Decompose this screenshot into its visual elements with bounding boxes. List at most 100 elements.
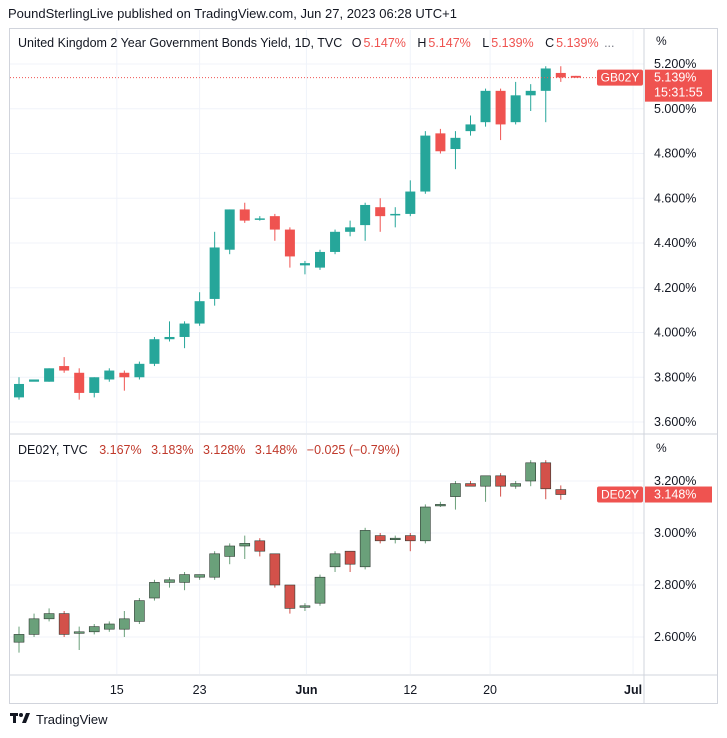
de02y-candle bbox=[73, 626, 85, 650]
gb02y-candle-body bbox=[375, 207, 386, 217]
gb02y-candle bbox=[134, 361, 145, 380]
de02y-candle-body bbox=[525, 462, 537, 482]
de02y-candle-body bbox=[209, 553, 220, 578]
gb02y-candle bbox=[480, 88, 491, 127]
gb02y-last-value: 5.139% bbox=[654, 71, 696, 85]
de02y-candle bbox=[224, 543, 235, 565]
de02y-y-tick-label: 2.800% bbox=[654, 578, 696, 592]
gb02y-y-tick-label: 4.600% bbox=[654, 191, 696, 205]
gb02y-candle-body bbox=[194, 301, 205, 324]
low-label: L bbox=[482, 36, 490, 50]
de02y-candle bbox=[540, 460, 552, 500]
gb02y-candle-body bbox=[465, 124, 476, 132]
de02y-candle bbox=[179, 572, 190, 591]
gb02y-y-tick-label: 5.000% bbox=[654, 102, 696, 116]
gb02y-candle-body bbox=[44, 368, 55, 382]
low-value: 5.139% bbox=[491, 36, 534, 50]
close-value: 5.139% bbox=[556, 36, 599, 50]
de02y-candle bbox=[43, 608, 55, 622]
de02y-low: 3.128% bbox=[202, 443, 246, 457]
gb02y-candle-body bbox=[555, 72, 566, 78]
de02y-candle bbox=[134, 598, 145, 624]
de02y-candle bbox=[58, 611, 70, 637]
de02y-candle-body bbox=[389, 537, 401, 541]
gb02y-legend: United Kingdom 2 Year Government Bonds Y… bbox=[18, 36, 616, 50]
de02y-symbol-tag bbox=[597, 486, 643, 503]
de02y-candle-body bbox=[510, 483, 521, 487]
time-axis: 15 23 Jun 12 20 Jul bbox=[110, 683, 642, 697]
de02y-candle-body bbox=[58, 613, 70, 635]
tradingview-brand: TradingView bbox=[36, 712, 108, 727]
de02y-candle bbox=[104, 621, 115, 632]
de02y-candle bbox=[420, 504, 431, 544]
de02y-candle-body bbox=[104, 623, 115, 630]
publisher-header: PoundSterlingLive published on TradingVi… bbox=[8, 6, 457, 21]
gb02y-candle bbox=[510, 81, 521, 125]
de02y-candle-body bbox=[555, 489, 567, 495]
de02y-candle-body bbox=[13, 634, 25, 643]
de02y-candle bbox=[164, 577, 175, 588]
de02y-candle bbox=[299, 603, 311, 611]
de02y-candle bbox=[389, 535, 401, 544]
gb02y-candle bbox=[209, 231, 220, 306]
gb02y-candle bbox=[435, 128, 446, 154]
gb02y-candle bbox=[555, 66, 566, 82]
de02y-candle-body bbox=[88, 626, 100, 633]
gb02y-candle-body bbox=[345, 227, 356, 232]
gb02y-candle-body bbox=[405, 191, 416, 214]
bottom-unit-label: % bbox=[656, 441, 667, 455]
gb02y-candle bbox=[570, 75, 581, 78]
x-tick-label: 12 bbox=[403, 683, 417, 697]
gb02y-candle-body bbox=[119, 372, 130, 378]
de02y-candle-body bbox=[179, 574, 190, 583]
chart-frame bbox=[9, 28, 718, 704]
gb02y-candle-body bbox=[299, 263, 310, 266]
gb02y-last-value-tag bbox=[645, 69, 712, 102]
de02y-candle bbox=[209, 551, 220, 580]
de02y-candle-body bbox=[73, 631, 85, 634]
de02y-candle bbox=[149, 579, 160, 601]
gb02y-candle-body bbox=[59, 366, 70, 371]
gb02y-candle bbox=[375, 198, 386, 232]
de02y-candle bbox=[555, 485, 567, 500]
gb02y-candle bbox=[194, 292, 205, 326]
gb02y-candle bbox=[450, 131, 461, 170]
gb02y-legend-title: United Kingdom 2 Year Government Bonds Y… bbox=[18, 36, 343, 50]
de02y-candle bbox=[344, 550, 356, 572]
gb02y-candle-body bbox=[29, 379, 40, 382]
de02y-candle bbox=[239, 535, 251, 559]
de02y-candle bbox=[495, 473, 506, 497]
x-tick-label: 20 bbox=[483, 683, 497, 697]
gb02y-candle bbox=[360, 202, 371, 241]
de02y-last-value-tag bbox=[645, 486, 712, 503]
tradingview-footer[interactable]: TradingView bbox=[10, 712, 108, 727]
gb02y-candle-body bbox=[435, 133, 446, 152]
gb02y-candle bbox=[405, 180, 416, 217]
de02y-candle bbox=[28, 613, 40, 637]
gb02y-y-tick-label: 4.000% bbox=[654, 326, 696, 340]
gb02y-candle-body bbox=[269, 216, 280, 230]
gb02y-y-tick-label: 5.200% bbox=[654, 57, 696, 71]
gb02y-symbol-label: GB02Y bbox=[601, 71, 640, 85]
gb02y-candle bbox=[14, 377, 24, 400]
gb02y-y-tick-label: 3.600% bbox=[654, 415, 696, 429]
de02y-candle-body bbox=[224, 545, 235, 557]
gb02y-candle bbox=[525, 84, 536, 111]
gb02y-candle bbox=[89, 377, 100, 398]
top-unit-label: % bbox=[656, 34, 667, 48]
gb02y-candle-body bbox=[209, 247, 220, 299]
de02y-candle bbox=[194, 574, 205, 580]
gb02y-candle-body bbox=[239, 209, 250, 221]
legend-more[interactable]: ... bbox=[604, 36, 615, 50]
gb02y-candle bbox=[59, 357, 70, 373]
gb02y-candle-body bbox=[315, 251, 325, 268]
gb02y-candles bbox=[14, 66, 581, 400]
de02y-candle bbox=[314, 574, 326, 606]
last-value-labels: GB02Y 5.139%15:31:55 DE02Y 3.148% bbox=[10, 69, 712, 503]
gb02y-y-tick-label: 4.400% bbox=[654, 236, 696, 250]
gb02y-candle-body bbox=[14, 383, 24, 398]
gb02y-candle bbox=[29, 379, 40, 382]
de02y-candle bbox=[525, 460, 537, 487]
de02y-y-tick-label: 2.600% bbox=[654, 630, 696, 644]
